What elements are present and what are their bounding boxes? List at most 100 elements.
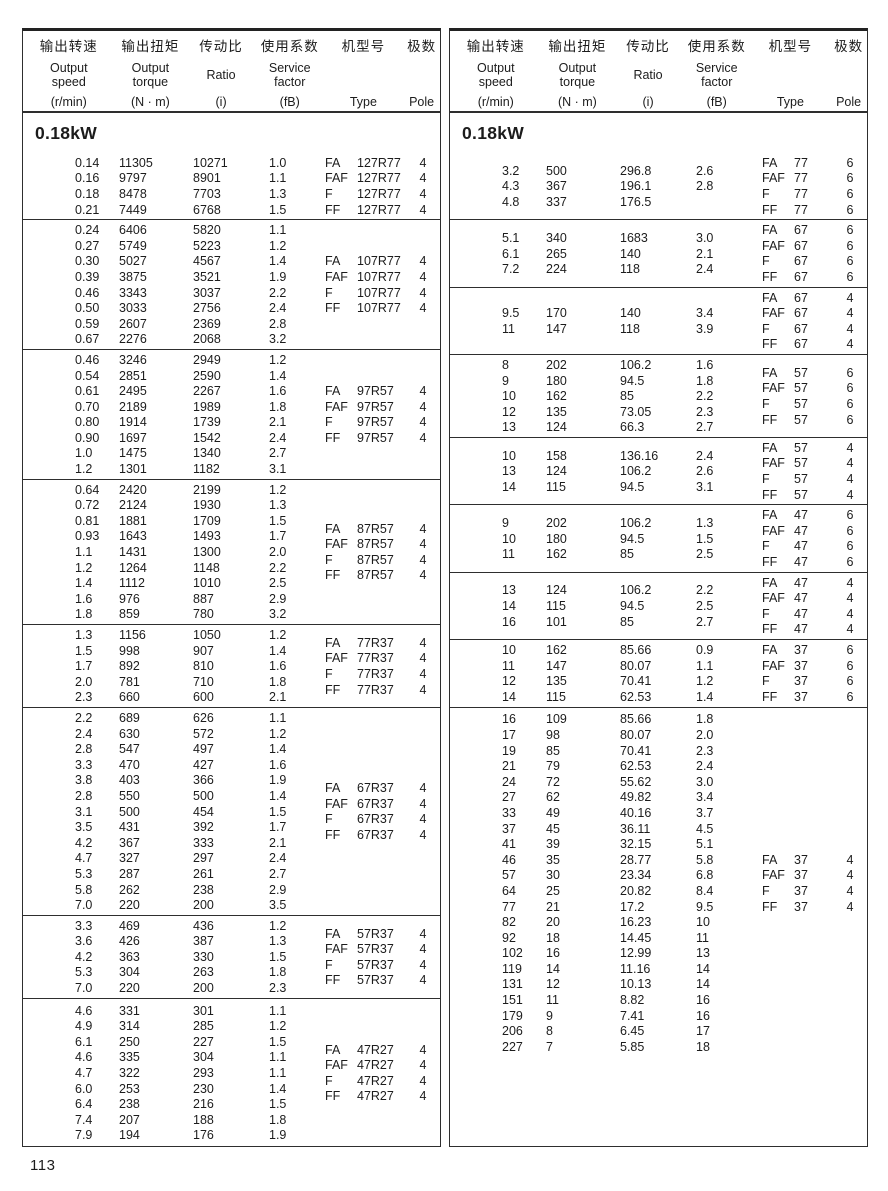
ratio-value: 710 [193,674,214,689]
output-speed-value: 3.3 [75,757,93,772]
type-entry: F 67R37 4 [325,812,440,828]
service-factor-value: 16 [696,993,710,1008]
service-factor-value: 1.9 [269,1128,287,1143]
pole-value: 4 [846,487,854,502]
output-speed-value: 33 [502,805,516,820]
header-col-0: 输出转速 Output speed (r/min) [450,33,542,111]
type-prefix: FA [762,508,778,523]
type-entry: FF 87R57 4 [325,568,440,584]
table-row: 5.8 262 238 2.9 [23,882,325,898]
pole-value: 6 [846,238,854,253]
table-row: 151 11 8.82 16 [450,992,752,1008]
table-row: 9 202 106.2 1.3 [450,515,752,531]
table-row: 4.7 322 293 1.1 [23,1065,325,1081]
pole-value: 4 [419,973,427,988]
output-torque-value: 2495 [119,384,147,399]
ratio-block-inner: 9 202 106.2 1.3 10 180 94.5 1.5 11 162 85 2.5 FA 47 6 F… [450,507,867,569]
ratio-value: 285 [193,1019,214,1034]
output-torque-value: 340 [546,230,567,245]
type-prefix: FF [762,689,778,704]
type-model: 127R77 [357,186,401,201]
header-col-2: 传动比 Ratio (i) [186,33,256,111]
service-factor-value: 1.5 [269,949,287,964]
output-speed-value: 0.61 [75,384,100,399]
output-speed-value: 17 [502,727,516,742]
output-torque-value: 20 [546,915,560,930]
service-factor-value: 1.8 [269,399,287,414]
service-factor-value: 1.6 [269,384,287,399]
service-factor-value: 2.3 [269,981,287,996]
output-torque-value: 30 [546,868,560,883]
output-speed-value: 57 [502,868,516,883]
table-row: 0.50 3033 2756 2.4 [23,300,325,316]
output-torque-value: 45 [546,821,560,836]
ratio-value: 2590 [193,368,221,383]
table-row: 10 162 85.66 0.9 [450,642,752,658]
service-factor-value: 13 [696,946,710,961]
type-entry: FA 87R57 4 [325,521,440,537]
pole-value: 4 [419,568,427,583]
ratio-value: 106.2 [620,464,652,479]
type-prefix: F [762,321,770,336]
header-unit: (fB) [279,95,300,109]
type-entry: FAF 127R77 4 [325,171,440,187]
pole-value: 6 [846,555,854,570]
service-factor-value: 5.1 [696,837,714,852]
table-row: 6.1 250 227 1.5 [23,1034,325,1050]
type-prefix: FAF [762,238,785,253]
header-unit: Type [776,95,804,109]
header-col-0: 输出转速 Output speed (r/min) [23,33,115,111]
data-rows: 16 109 85.66 1.8 17 98 80.07 2.0 19 85 70.41 2.3 21 7… [450,712,752,1055]
ratio-value: 200 [193,981,214,996]
header-col-3: 使用系数 Service factor (fB) [683,33,751,111]
ratio-value: 85.66 [620,712,652,727]
header-unit: (r/min) [477,95,514,109]
output-torque-value: 39 [546,837,560,852]
header-label-en: Service factor [256,55,324,95]
header-en-line: torque [132,75,169,89]
type-model: 57 [794,365,808,380]
type-entry: FF 67R37 4 [325,827,440,843]
pole-value: 4 [419,521,427,536]
type-model: 47R27 [357,1058,394,1073]
ratio-value: 1709 [193,513,221,528]
output-torque-value: 2851 [119,368,147,383]
table-row: 0.46 3246 2949 1.2 [23,352,325,368]
ratio-block: 1.3 1156 1050 1.2 1.5 998 907 1.4 1.7 892 810 1.6 2.… [23,624,440,707]
pole-value: 4 [419,202,427,217]
table-row: 119 14 11.16 14 [450,961,752,977]
pole-value: 4 [419,537,427,552]
pole-value: 4 [419,1058,427,1073]
pole-value: 6 [846,223,854,238]
table-row: 21 79 62.53 2.4 [450,758,752,774]
output-torque-value: 194 [119,1128,140,1143]
pole-value: 4 [419,1042,427,1057]
type-prefix: FAF [325,1058,348,1073]
header-label-en [751,55,831,95]
output-speed-value: 0.70 [75,399,100,414]
table-row: 8 202 106.2 1.6 [450,357,752,373]
type-prefix: F [762,254,770,269]
output-speed-value: 0.24 [75,223,100,238]
type-prefix: FF [762,622,778,637]
output-torque-value: 262 [119,882,140,897]
header-en-line: Output [131,61,170,75]
ratio-value: 140 [620,306,641,321]
output-speed-value: 24 [502,774,516,789]
ratio-value: 80.07 [620,727,652,742]
ratio-value: 907 [193,643,214,658]
ratio-value: 1542 [193,430,221,445]
pole-value: 4 [419,812,427,827]
output-torque-value: 1881 [119,513,147,528]
output-torque-value: 1301 [119,462,147,477]
table-row: 9.5 170 140 3.4 [450,305,752,321]
data-rows: 4.6 331 301 1.1 4.9 314 285 1.2 6.1 250 227 1.5 4.6 3… [23,1003,325,1143]
ratio-block: 0.24 6406 5820 1.1 0.27 5749 5223 1.2 0.30 5027 45… [23,219,440,349]
output-torque-value: 7449 [119,202,147,217]
service-factor-value: 1.8 [696,373,714,388]
pole-value: 4 [846,306,854,321]
type-entry: FF 47R27 4 [325,1089,440,1105]
table-row: 4.3 367 196.1 2.8 [450,178,752,194]
table-row: 6.4 238 216 1.5 [23,1096,325,1112]
table-row: 12 135 73.05 2.3 [450,404,752,420]
